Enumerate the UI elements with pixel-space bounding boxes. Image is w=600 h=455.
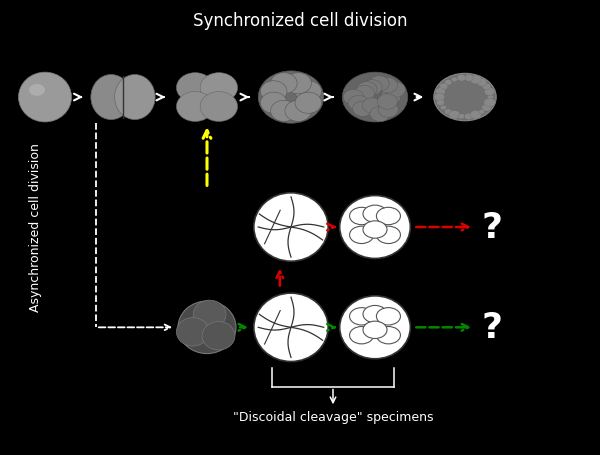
Ellipse shape xyxy=(458,114,465,120)
Ellipse shape xyxy=(482,105,491,112)
Ellipse shape xyxy=(440,106,446,111)
Ellipse shape xyxy=(176,318,209,346)
Ellipse shape xyxy=(285,101,311,122)
Ellipse shape xyxy=(464,114,473,120)
Ellipse shape xyxy=(376,227,400,244)
Ellipse shape xyxy=(340,296,410,359)
Ellipse shape xyxy=(380,90,401,106)
Ellipse shape xyxy=(362,81,382,96)
Ellipse shape xyxy=(377,95,397,110)
Text: ?: ? xyxy=(481,311,502,344)
Ellipse shape xyxy=(464,75,473,82)
Ellipse shape xyxy=(439,84,448,91)
Ellipse shape xyxy=(178,301,236,354)
Ellipse shape xyxy=(436,100,445,106)
Ellipse shape xyxy=(254,193,328,262)
Ellipse shape xyxy=(202,322,235,350)
Ellipse shape xyxy=(258,72,324,124)
Ellipse shape xyxy=(115,76,155,120)
Ellipse shape xyxy=(340,196,410,259)
Ellipse shape xyxy=(363,221,387,239)
Ellipse shape xyxy=(445,81,452,86)
Ellipse shape xyxy=(91,76,131,120)
Ellipse shape xyxy=(434,94,445,102)
Ellipse shape xyxy=(363,306,387,323)
Text: ?: ? xyxy=(481,211,502,244)
Ellipse shape xyxy=(349,96,368,111)
Text: "Discoidal cleavage" specimens: "Discoidal cleavage" specimens xyxy=(233,410,433,424)
Ellipse shape xyxy=(200,92,238,122)
Ellipse shape xyxy=(350,227,374,244)
Ellipse shape xyxy=(451,78,457,82)
Ellipse shape xyxy=(369,76,389,92)
Text: Asynchronized cell division: Asynchronized cell division xyxy=(29,143,43,312)
Ellipse shape xyxy=(378,103,398,118)
Ellipse shape xyxy=(376,308,400,325)
Ellipse shape xyxy=(376,327,400,344)
Ellipse shape xyxy=(295,93,322,114)
Ellipse shape xyxy=(484,99,495,108)
Ellipse shape xyxy=(434,74,496,121)
Ellipse shape xyxy=(260,93,287,114)
Ellipse shape xyxy=(193,300,226,329)
Ellipse shape xyxy=(350,327,374,344)
Ellipse shape xyxy=(176,73,214,103)
Text: Synchronized cell division: Synchronized cell division xyxy=(193,11,407,30)
Ellipse shape xyxy=(376,208,400,225)
Ellipse shape xyxy=(487,96,494,100)
Ellipse shape xyxy=(385,83,406,98)
Ellipse shape xyxy=(176,92,214,122)
Ellipse shape xyxy=(445,110,452,115)
Ellipse shape xyxy=(271,74,297,95)
Ellipse shape xyxy=(19,73,71,123)
Ellipse shape xyxy=(449,111,460,120)
Ellipse shape xyxy=(482,84,491,91)
Ellipse shape xyxy=(484,88,495,96)
Ellipse shape xyxy=(350,308,374,325)
Ellipse shape xyxy=(357,82,377,98)
Ellipse shape xyxy=(363,206,387,223)
Ellipse shape xyxy=(295,81,322,103)
Ellipse shape xyxy=(370,107,390,122)
Ellipse shape xyxy=(254,293,328,362)
Ellipse shape xyxy=(271,101,297,122)
Ellipse shape xyxy=(260,81,287,103)
Ellipse shape xyxy=(436,89,445,96)
Ellipse shape xyxy=(362,99,383,114)
Ellipse shape xyxy=(350,208,374,225)
Ellipse shape xyxy=(342,73,408,123)
Ellipse shape xyxy=(477,79,487,87)
Ellipse shape xyxy=(353,102,373,117)
Ellipse shape xyxy=(285,74,311,95)
Ellipse shape xyxy=(457,76,466,82)
Ellipse shape xyxy=(377,78,398,94)
Ellipse shape xyxy=(479,110,485,115)
Ellipse shape xyxy=(470,111,481,120)
Ellipse shape xyxy=(29,85,45,96)
Ellipse shape xyxy=(470,76,481,85)
Ellipse shape xyxy=(200,73,238,103)
Ellipse shape xyxy=(363,321,387,339)
Ellipse shape xyxy=(343,90,364,106)
Ellipse shape xyxy=(354,86,374,101)
